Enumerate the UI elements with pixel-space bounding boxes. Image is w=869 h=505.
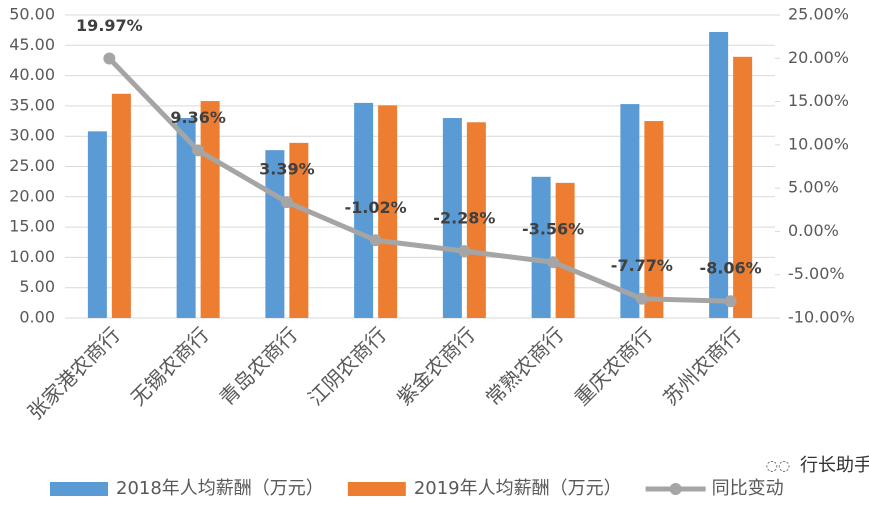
y-tick-label: 30.00 <box>9 126 55 145</box>
data-label: -7.77% <box>611 256 673 275</box>
bar <box>87 131 107 318</box>
y2-tick-label: -5.00% <box>788 264 845 283</box>
y-tick-label: 40.00 <box>9 65 55 84</box>
line-point <box>724 295 737 308</box>
bar <box>378 105 398 318</box>
legend-label: 2019年人均薪酬（万元） <box>414 478 622 499</box>
line-point <box>192 144 205 157</box>
legend-swatch <box>50 482 108 496</box>
line-point <box>369 234 382 247</box>
x-tick-label: 重庆农商行 <box>570 322 658 410</box>
y2-tick-label: 5.00% <box>788 178 839 197</box>
line-point <box>458 245 471 258</box>
bar <box>289 142 309 318</box>
legend-swatch <box>347 482 406 496</box>
y-tick-label: 25.00 <box>9 156 55 175</box>
x-tick-label: 苏州农商行 <box>658 322 746 410</box>
line-point <box>547 256 560 269</box>
y-tick-label: 0.00 <box>19 308 55 327</box>
y2-tick-label: 15.00% <box>788 91 849 110</box>
bar <box>111 93 131 318</box>
y2-tick-label: 25.00% <box>788 5 849 24</box>
bar <box>709 31 729 319</box>
x-tick-label: 青岛农商行 <box>215 322 303 410</box>
data-label: -8.06% <box>700 259 762 278</box>
y-tick-label: 5.00 <box>19 277 55 296</box>
line-point <box>280 196 293 209</box>
y2-tick-label: 20.00% <box>788 48 849 67</box>
y2-tick-label: 10.00% <box>788 134 849 153</box>
data-label: 19.97% <box>76 16 143 35</box>
data-label: -1.02% <box>345 198 407 217</box>
y-tick-label: 35.00 <box>9 95 55 114</box>
y-tick-label: 10.00 <box>9 247 55 266</box>
data-label: 3.39% <box>259 160 315 179</box>
bar <box>442 118 462 319</box>
x-tick-label: 江阴农商行 <box>303 322 391 410</box>
x-tick-label: 张家港农商行 <box>23 322 125 424</box>
legend-label: 同比变动 <box>712 478 784 499</box>
bar <box>620 104 640 318</box>
watermark-icon: ◌◌ <box>766 458 790 474</box>
y2-tick-label: -10.00% <box>788 308 855 327</box>
bar <box>531 176 551 318</box>
data-label: 9.36% <box>170 108 226 127</box>
watermark: 行长助手 <box>800 455 869 476</box>
line <box>107 56 731 304</box>
line-point <box>103 52 116 65</box>
data-label: -3.56% <box>522 220 584 239</box>
legend-swatch <box>669 483 682 495</box>
x-tick-label: 无锡农商行 <box>126 322 214 410</box>
data-label: -2.28% <box>433 209 495 228</box>
bar <box>354 102 374 319</box>
bar <box>733 56 753 319</box>
y-tick-label: 50.00 <box>9 5 55 24</box>
legend-label: 2018年人均薪酬（万元） <box>116 478 324 499</box>
bar <box>200 101 220 318</box>
y-tick-label: 15.00 <box>9 217 55 236</box>
bar <box>644 121 664 318</box>
line-point <box>635 292 648 305</box>
bar <box>555 182 575 318</box>
y-tick-label: 45.00 <box>9 35 55 54</box>
x-tick-label: 紫金农商行 <box>392 322 480 410</box>
y-tick-label: 20.00 <box>9 186 55 205</box>
x-tick-label: 常熟农商行 <box>481 322 569 410</box>
bar <box>176 118 196 319</box>
y2-tick-label: 0.00% <box>788 221 839 240</box>
bar <box>466 122 486 319</box>
